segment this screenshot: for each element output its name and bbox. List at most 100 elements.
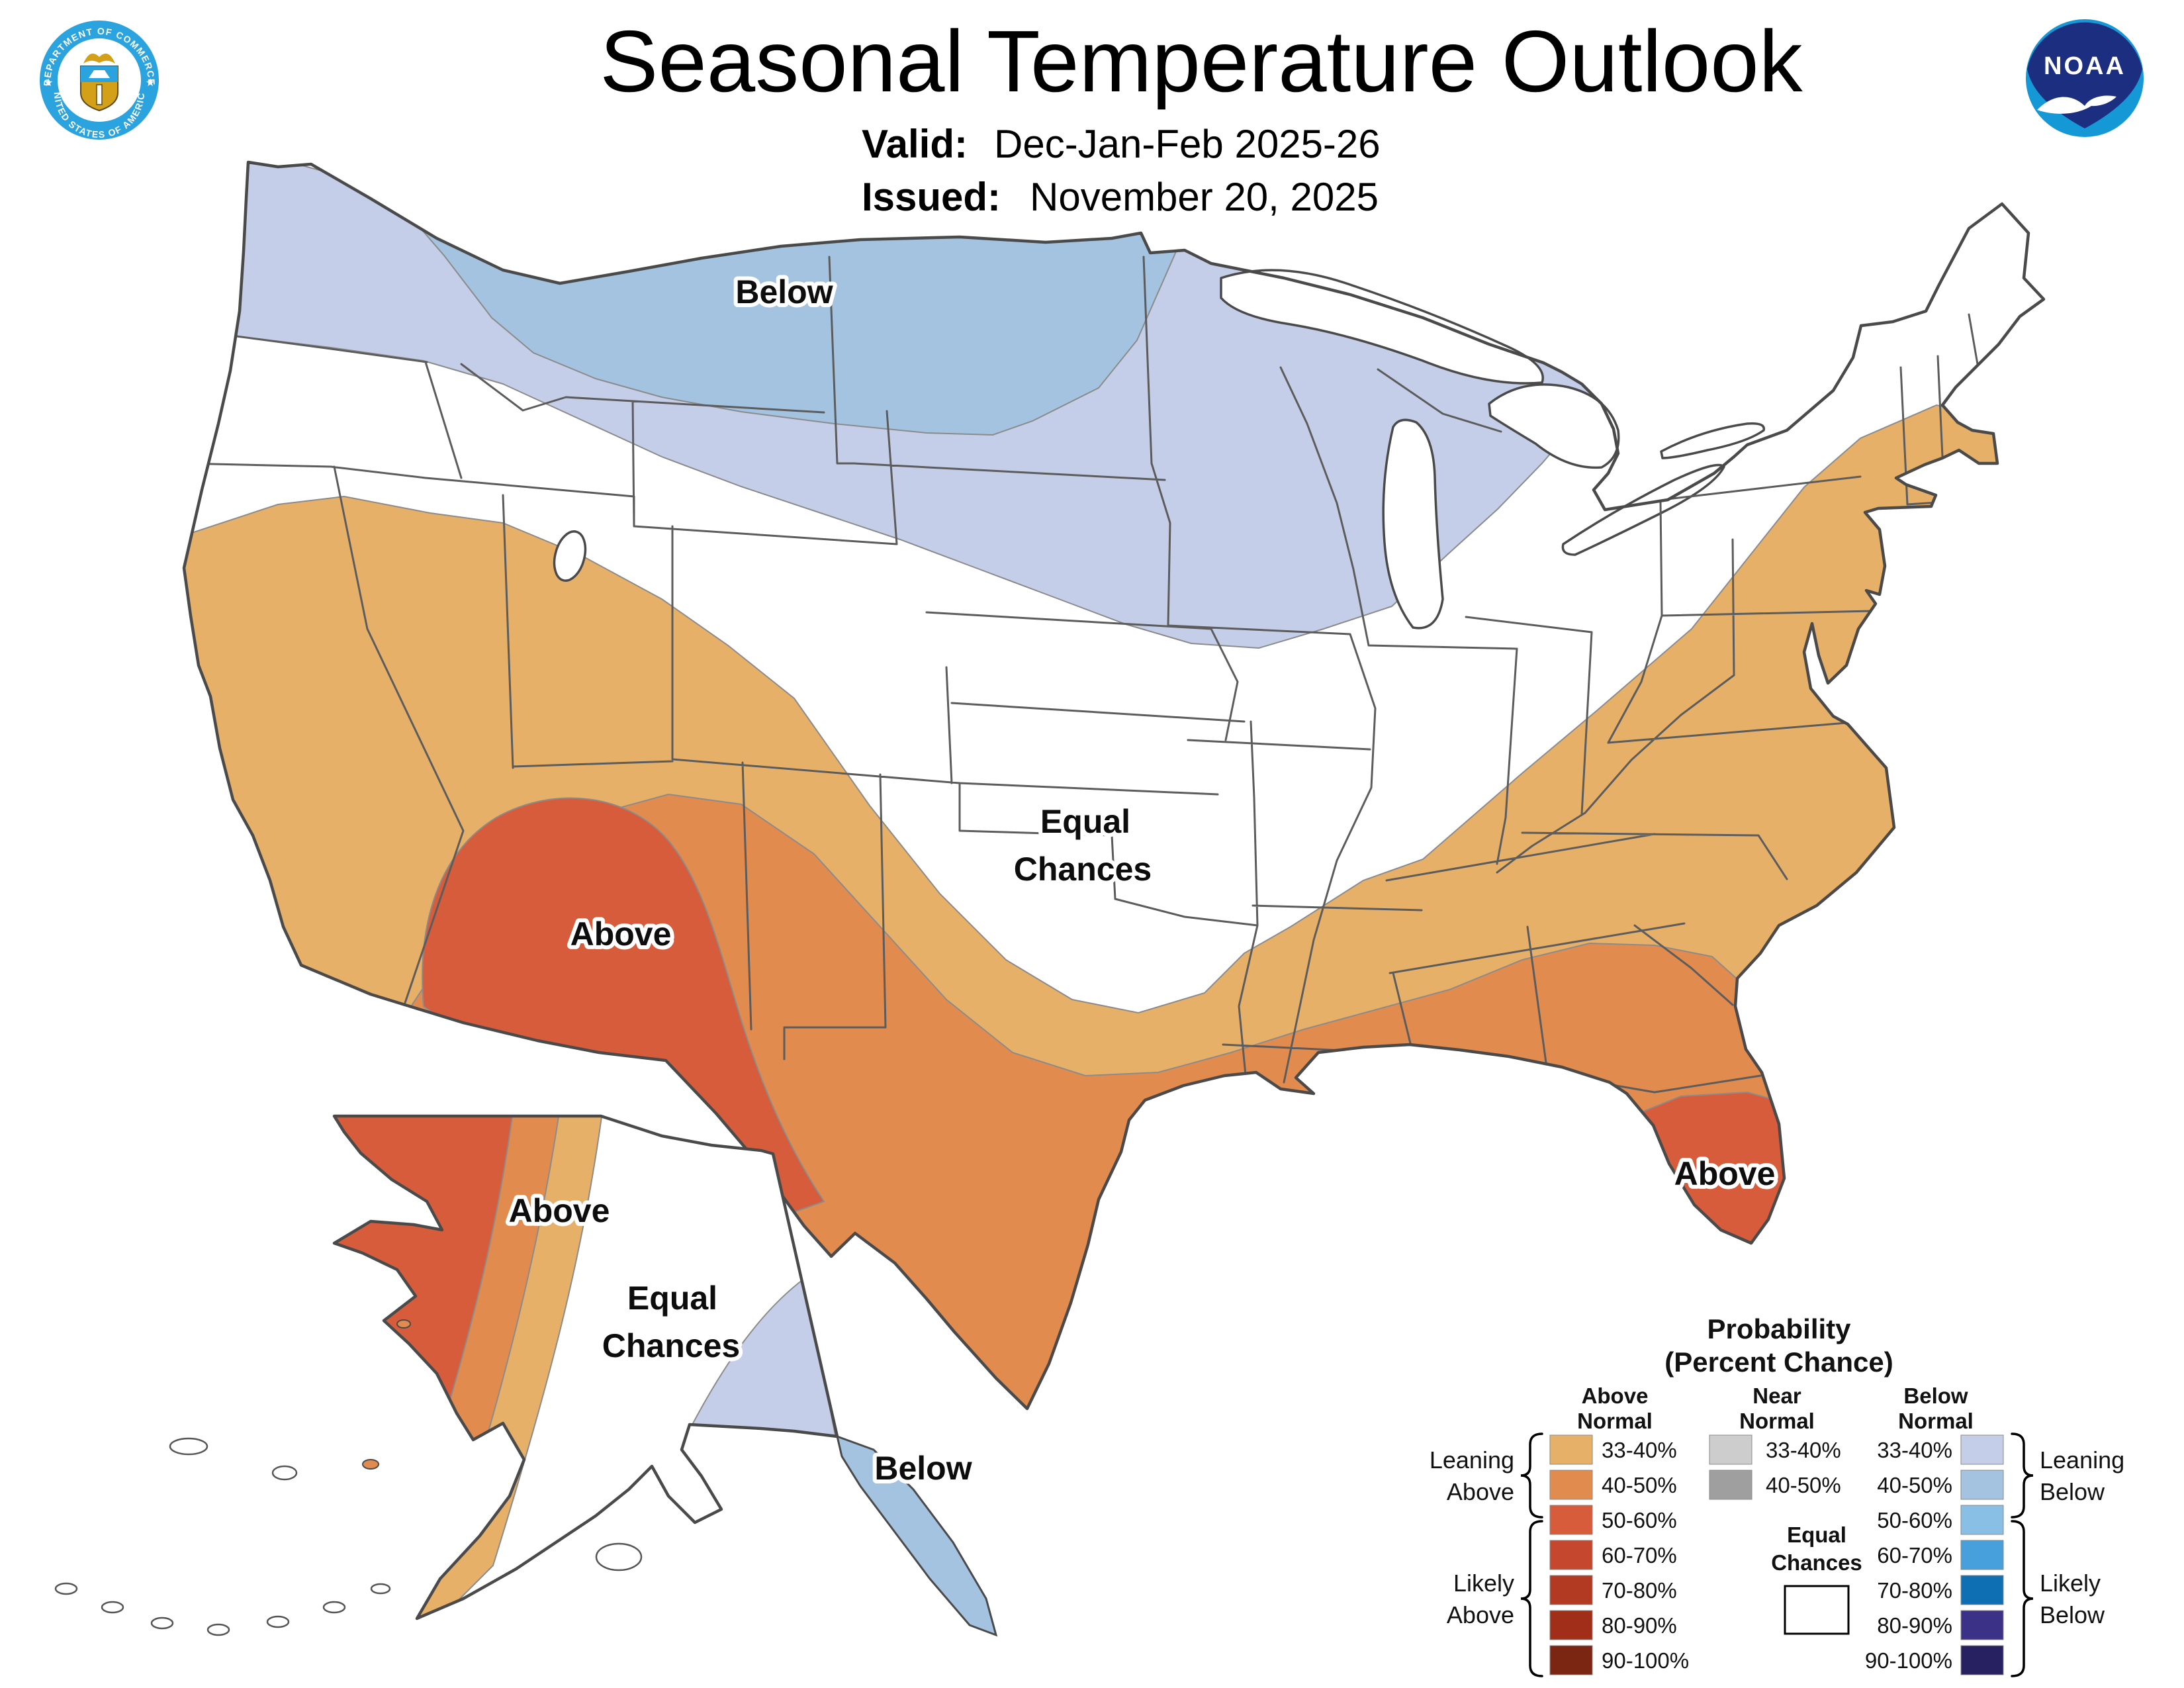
legend-header-near-line1: Near bbox=[1752, 1383, 1801, 1408]
brace-leaning-above bbox=[1520, 1432, 1543, 1519]
lake-erie bbox=[1561, 463, 1725, 556]
lake-ontario bbox=[1660, 422, 1766, 459]
label-leaning-above-line2: Above bbox=[1447, 1478, 1514, 1505]
swatch-above-50-60 bbox=[1549, 1505, 1593, 1535]
brace-likely-above bbox=[1520, 1520, 1543, 1677]
valid-label: Valid: bbox=[862, 122, 968, 166]
seal-star-right: ★ bbox=[146, 77, 155, 89]
legend-below-column: 33-40% 40-50% 50-60% 60-70% 70-80% 80-90… bbox=[1865, 1434, 2004, 1675]
swatch-below-80-90 bbox=[1960, 1610, 2004, 1640]
issued-label: Issued: bbox=[862, 175, 1001, 219]
great-lakes bbox=[553, 269, 1766, 630]
noaa-wordmark: NOAA bbox=[2044, 52, 2126, 80]
pribilof-islet-orange bbox=[362, 1459, 379, 1470]
label-leaning-above-line1: Leaning bbox=[1430, 1446, 1514, 1474]
label-above-50-60: 50-60% bbox=[1602, 1508, 1677, 1532]
swatch-above-90-100 bbox=[1549, 1645, 1593, 1675]
legend-equal-line2: Chances bbox=[1771, 1550, 1862, 1575]
nunivak-island bbox=[271, 1465, 298, 1481]
aleutian-island-4 bbox=[206, 1623, 230, 1636]
label-likely-below-line2: Below bbox=[2040, 1601, 2105, 1628]
label-likely-above-line2: Above bbox=[1447, 1601, 1514, 1628]
map-label-equal-central-line2: Chances bbox=[1014, 851, 1152, 888]
legend-above-column: 33-40% 40-50% 50-60% 60-70% 70-80% 80-90… bbox=[1549, 1434, 1689, 1675]
label-leaning-below-line1: Leaning bbox=[2040, 1446, 2124, 1474]
seal-lighthouse-icon bbox=[96, 84, 103, 105]
swatch-above-70-80 bbox=[1549, 1575, 1593, 1605]
lake-michigan bbox=[1382, 418, 1444, 630]
seal-eagle-icon bbox=[83, 53, 115, 64]
bering-islet-orange bbox=[396, 1319, 411, 1329]
label-near-40-50: 40-50% bbox=[1766, 1473, 1841, 1497]
swatch-above-33-40 bbox=[1549, 1434, 1593, 1465]
label-below-60-70: 60-70% bbox=[1877, 1543, 1952, 1568]
legend-equal-line1: Equal bbox=[1787, 1523, 1846, 1547]
valid-value: Dec-Jan-Feb 2025-26 bbox=[994, 122, 1381, 166]
swatch-equal-chances bbox=[1784, 1585, 1850, 1635]
commerce-seal: DEPARTMENT OF COMMERCE UNITED STATES OF … bbox=[0, 0, 159, 140]
map-label-below-alaska: Below bbox=[874, 1450, 972, 1487]
seal-star-left: ★ bbox=[44, 77, 53, 89]
label-above-33-40: 33-40% bbox=[1602, 1438, 1677, 1462]
map-label-equal-alaska-line2: Chances bbox=[602, 1327, 740, 1364]
label-below-80-90: 80-90% bbox=[1877, 1613, 1952, 1638]
map-label-above-southwest: Above bbox=[570, 915, 672, 953]
alaska-panhandle-below bbox=[835, 1434, 998, 1637]
label-leaning-below-line2: Below bbox=[2040, 1478, 2105, 1505]
brace-leaning-below bbox=[2011, 1432, 2034, 1519]
label-below-40-50: 40-50% bbox=[1877, 1473, 1952, 1497]
swatch-below-50-60 bbox=[1960, 1505, 2004, 1535]
label-below-70-80: 70-80% bbox=[1877, 1578, 1952, 1603]
header: Seasonal Temperature Outlook Valid: Dec-… bbox=[600, 13, 1803, 219]
swatch-above-60-70 bbox=[1549, 1540, 1593, 1570]
label-likely-above-line1: Likely bbox=[1453, 1570, 1514, 1597]
map-label-above-alaska: Above bbox=[509, 1192, 610, 1229]
legend-side-labels: Leaning Above Likely Above Leaning Below… bbox=[1430, 1446, 2124, 1628]
page-title: Seasonal Temperature Outlook bbox=[600, 13, 1803, 110]
noaa-seagull-icon bbox=[2037, 95, 2116, 114]
swatch-below-60-70 bbox=[1960, 1540, 2004, 1570]
map-label-equal-central-line1: Equal bbox=[1040, 803, 1130, 840]
swatch-above-40-50 bbox=[1549, 1470, 1593, 1500]
swatch-below-70-80 bbox=[1960, 1575, 2004, 1605]
label-below-90-100: 90-100% bbox=[1865, 1648, 1952, 1673]
noaa-logo: NOAA bbox=[2026, 19, 2144, 137]
map-label-below-north: Below bbox=[735, 273, 833, 310]
aleutian-island-7 bbox=[370, 1583, 391, 1595]
label-below-33-40: 33-40% bbox=[1877, 1438, 1952, 1462]
swatch-below-40-50 bbox=[1960, 1470, 2004, 1500]
label-above-80-90: 80-90% bbox=[1602, 1613, 1677, 1638]
swatch-below-90-100 bbox=[1960, 1645, 2004, 1675]
swatch-near-40-50 bbox=[1709, 1470, 1752, 1500]
legend-braces bbox=[1520, 1432, 2034, 1677]
label-below-50-60: 50-60% bbox=[1877, 1508, 1952, 1532]
st-lawrence-island bbox=[169, 1437, 208, 1456]
alaska-outline bbox=[332, 1114, 839, 1620]
label-above-60-70: 60-70% bbox=[1602, 1543, 1677, 1568]
legend: Probability (Percent Chance) Above Norma… bbox=[1430, 1313, 2124, 1677]
legend-header-above-line2: Normal bbox=[1577, 1409, 1653, 1433]
map-region-labels: Below Equal Chances Above Above Above Eq… bbox=[505, 269, 1780, 1491]
aleutian-island-1 bbox=[54, 1582, 78, 1595]
legend-header-above-line1: Above bbox=[1582, 1383, 1649, 1408]
label-above-70-80: 70-80% bbox=[1602, 1578, 1677, 1603]
legend-header-below-line2: Normal bbox=[1898, 1409, 1974, 1433]
state-boundaries bbox=[184, 256, 2008, 1097]
seal-ship-icon bbox=[89, 70, 110, 78]
issued-value: November 20, 2025 bbox=[1030, 175, 1379, 219]
kodiak-island bbox=[595, 1542, 643, 1571]
swatch-near-33-40 bbox=[1709, 1434, 1752, 1465]
legend-header-below-line1: Below bbox=[1903, 1383, 1968, 1408]
alaska-islands bbox=[54, 1319, 643, 1636]
aleutian-island-2 bbox=[101, 1601, 124, 1614]
label-above-40-50: 40-50% bbox=[1602, 1473, 1677, 1497]
label-near-33-40: 33-40% bbox=[1766, 1438, 1841, 1462]
aleutian-island-3 bbox=[150, 1617, 174, 1630]
legend-title-line1: Probability bbox=[1707, 1313, 1851, 1344]
map-label-above-florida: Above bbox=[1674, 1155, 1776, 1192]
conus-base bbox=[184, 162, 2044, 1409]
label-above-90-100: 90-100% bbox=[1602, 1648, 1689, 1673]
legend-title-line2: (Percent Chance) bbox=[1664, 1346, 1893, 1378]
